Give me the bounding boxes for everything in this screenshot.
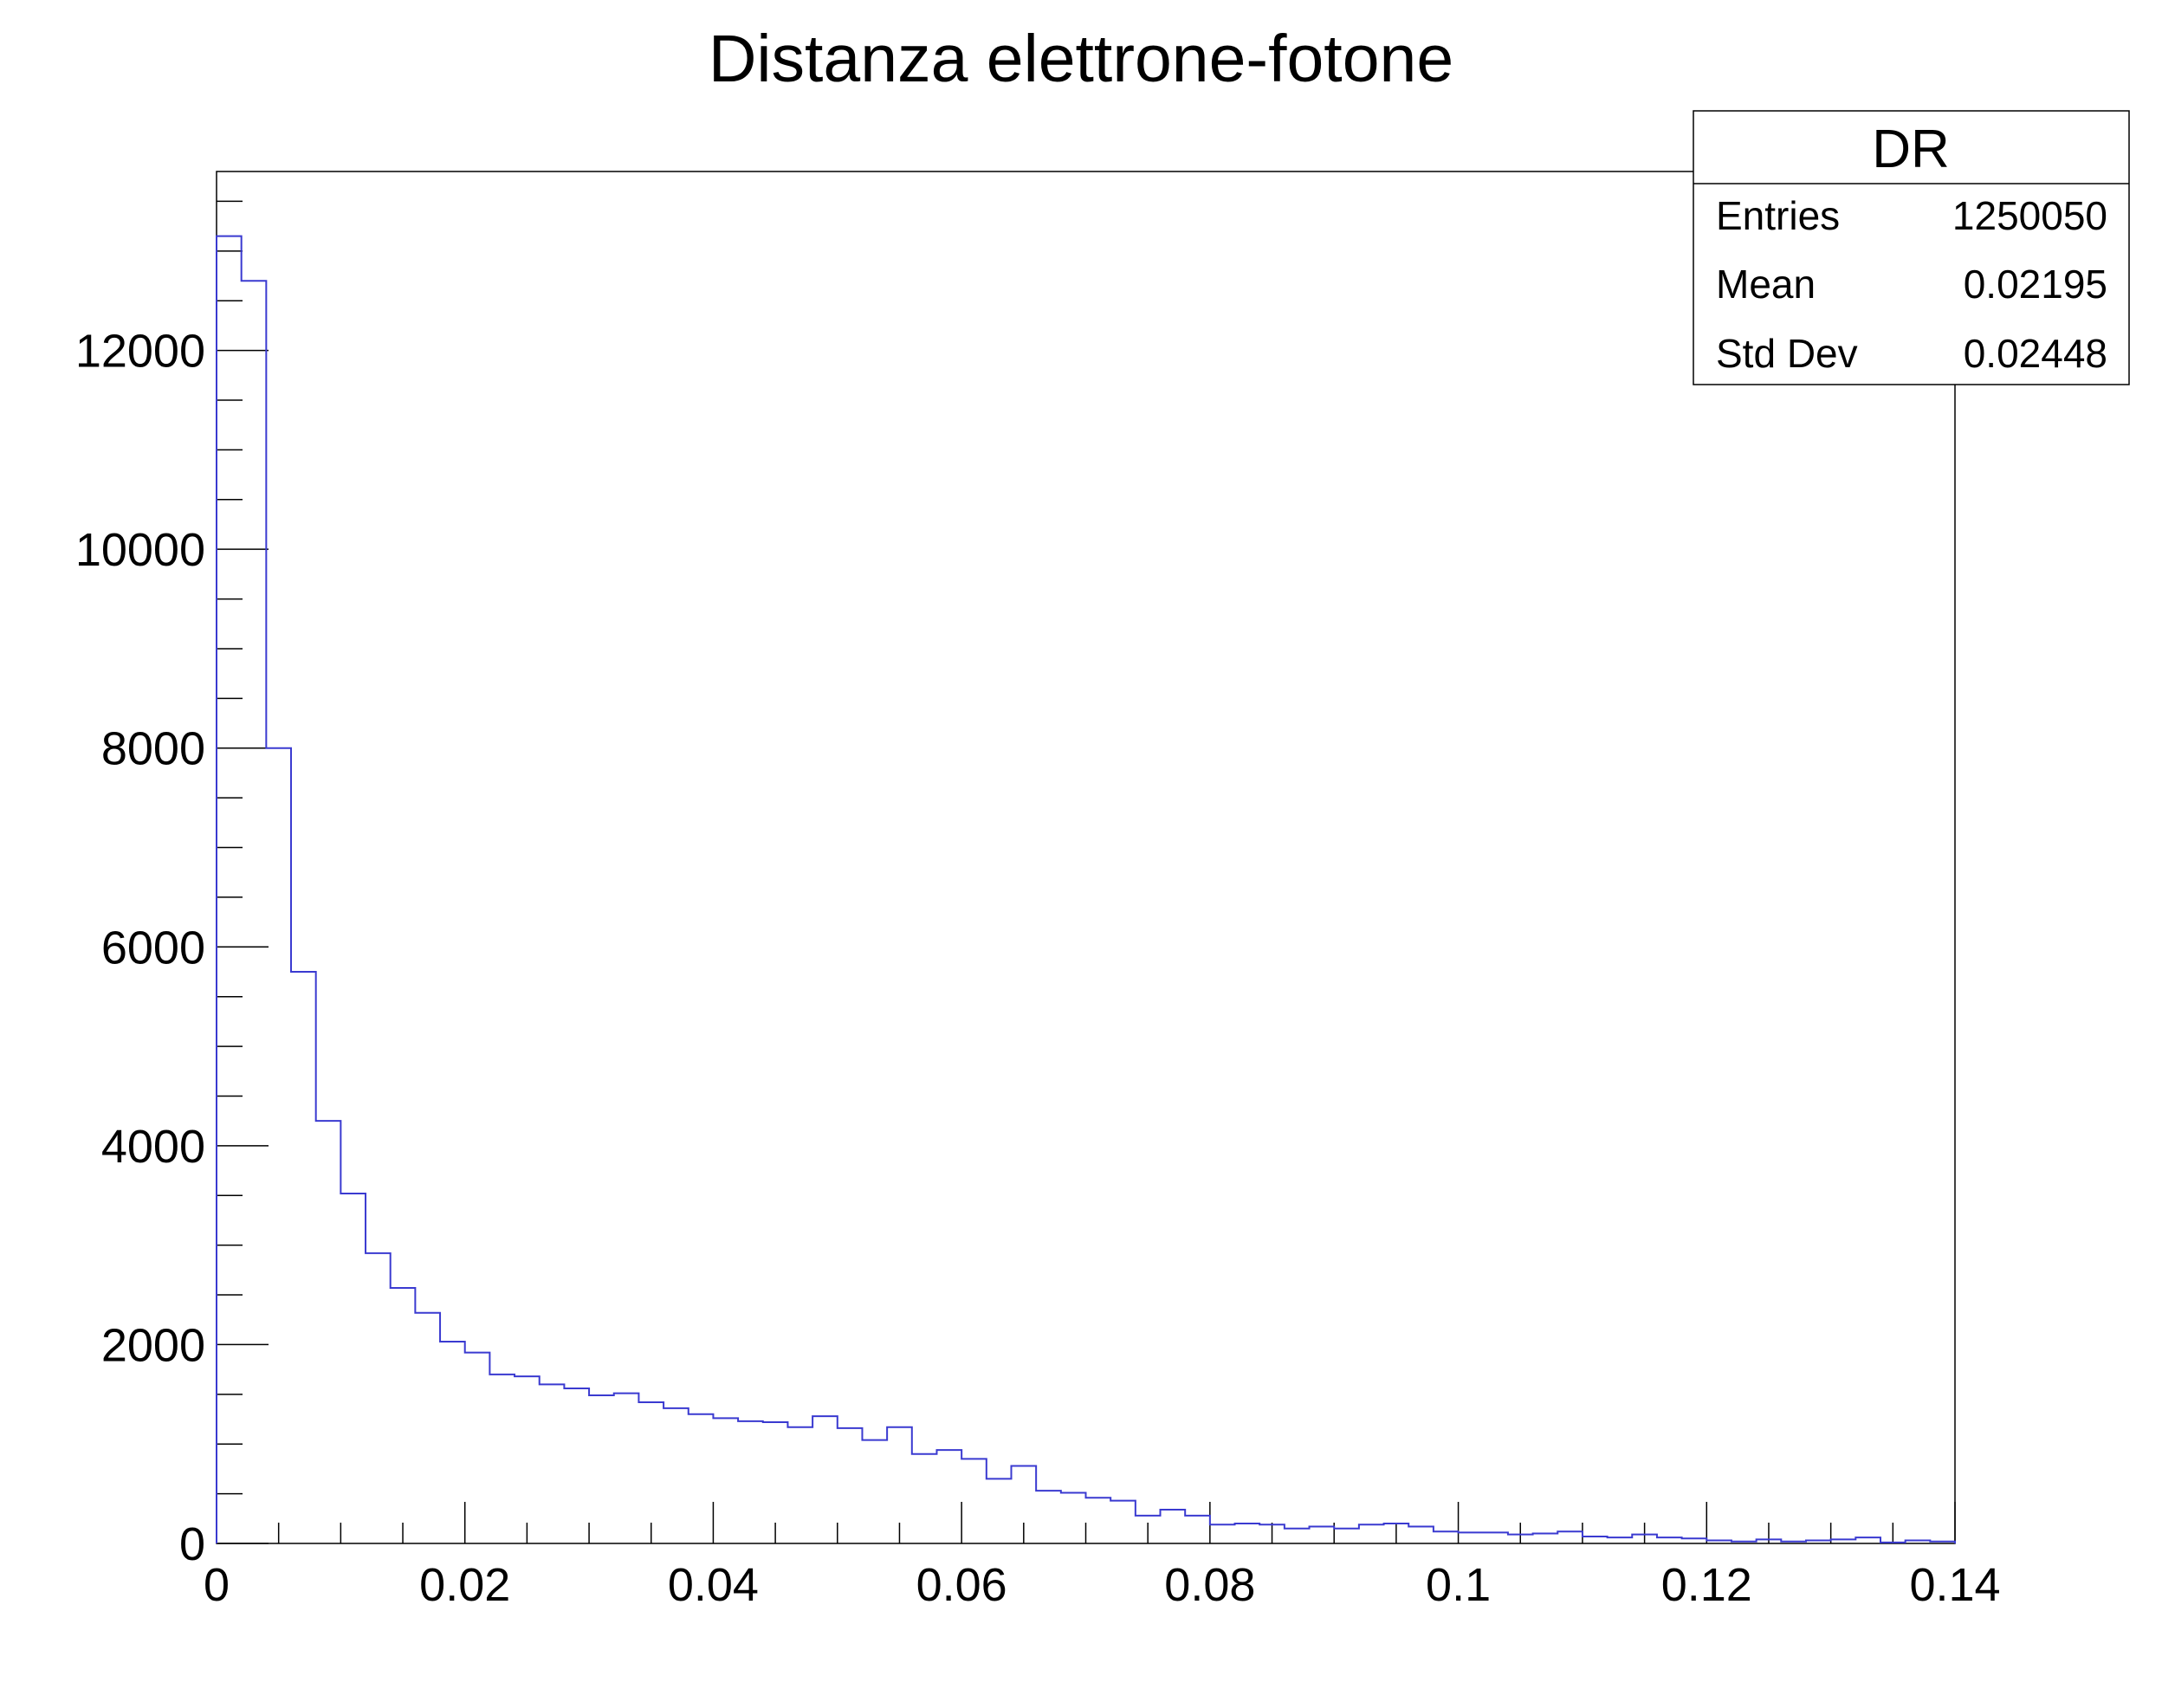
histogram-bin [1285, 1529, 1310, 1543]
histogram-outline [216, 235, 1956, 1543]
stats-entries-value: 1250050 [1952, 193, 2107, 238]
histogram-bin [291, 972, 316, 1543]
histogram-bin [713, 1418, 738, 1543]
histogram-bin [987, 1478, 1012, 1543]
x-tick-label: 0.12 [1661, 1559, 1752, 1611]
histogram-bin [217, 236, 242, 1543]
histogram-bin [614, 1394, 639, 1543]
y-tick-label: 0 [179, 1518, 205, 1570]
histogram-bin [763, 1422, 788, 1543]
histogram-bin [266, 748, 291, 1543]
histogram-bin [1608, 1537, 1633, 1543]
histogram-bin [1011, 1465, 1036, 1543]
y-axis: 0 2000 4000 6000 8000 10000 12000 [75, 200, 269, 1570]
histogram-bin [1334, 1529, 1359, 1543]
histogram-bin [1855, 1537, 1880, 1543]
histogram-bin [838, 1428, 863, 1543]
histogram-bin [1632, 1535, 1657, 1543]
histogram-bin [689, 1414, 714, 1543]
histogram-bin [415, 1313, 440, 1543]
x-tick-label: 0.02 [419, 1559, 510, 1611]
histogram-bin [1434, 1531, 1459, 1543]
x-axis: 0 0.02 0.04 0.06 0.08 0.1 0.12 0.14 [204, 1502, 2001, 1611]
x-tick-label: 0.04 [668, 1559, 759, 1611]
histogram-bin [316, 1121, 341, 1543]
histogram-bin [440, 1342, 465, 1543]
histogram-bin [1235, 1524, 1260, 1543]
histogram-bin [1384, 1524, 1409, 1543]
histogram-bin [1508, 1535, 1533, 1543]
histogram-bin [912, 1454, 937, 1543]
histogram-bin [663, 1408, 689, 1543]
histogram-bin [1086, 1498, 1111, 1543]
histogram-bin [1359, 1524, 1384, 1543]
histogram-bin [887, 1427, 912, 1543]
histogram-bin [540, 1384, 565, 1543]
y-tick-label: 10000 [75, 524, 205, 576]
stats-mean-value: 0.02195 [1964, 262, 2107, 307]
histogram-bin [936, 1450, 961, 1543]
histogram-bin [812, 1416, 838, 1543]
histogram-bin [489, 1375, 515, 1543]
x-tick-label: 0 [204, 1559, 230, 1611]
histogram-bin [1459, 1532, 1484, 1543]
histogram-bin [366, 1253, 391, 1543]
y-tick-label: 4000 [101, 1121, 205, 1173]
histogram-bin [465, 1353, 490, 1543]
y-tick-label: 2000 [101, 1319, 205, 1371]
stats-box: DR Entries 1250050 Mean 0.02195 Std Dev … [1693, 110, 2130, 385]
histogram-bin [1061, 1492, 1086, 1543]
chart-title: Distanza elettrone-fotone [709, 22, 1453, 96]
histogram-bin [515, 1376, 540, 1543]
y-tick-label: 8000 [101, 723, 205, 775]
histogram-bin [1310, 1526, 1335, 1543]
histogram-bin [961, 1459, 987, 1543]
histogram-bins [217, 236, 1955, 1543]
histogram-bin [1259, 1524, 1285, 1543]
stats-entries-label: Entries [1716, 193, 1840, 238]
histogram-bin [391, 1288, 416, 1543]
stats-title: DR [1872, 120, 1950, 179]
histogram-bin [340, 1194, 366, 1543]
x-tick-label: 0.08 [1164, 1559, 1255, 1611]
histogram-bin [242, 281, 267, 1543]
histogram-bin [1408, 1526, 1434, 1543]
stats-stddev-value: 0.02448 [1964, 331, 2107, 376]
histogram-bin [1036, 1491, 1061, 1543]
y-tick-label: 12000 [75, 326, 205, 378]
histogram-bin [564, 1388, 589, 1543]
stats-box-frame [1693, 110, 2130, 385]
histogram-bin [1657, 1537, 1682, 1543]
histogram-bin [1136, 1516, 1161, 1543]
histogram-bin [638, 1402, 663, 1543]
y-tick-label: 6000 [101, 922, 205, 974]
histogram-bin [862, 1440, 887, 1543]
histogram-bin [738, 1421, 763, 1543]
histogram-bin [1557, 1531, 1583, 1543]
histogram-bin [1185, 1516, 1210, 1543]
histogram-bin [589, 1395, 614, 1543]
x-tick-label: 0.14 [1909, 1559, 2000, 1611]
histogram-bin [1483, 1532, 1508, 1543]
stats-mean-label: Mean [1716, 262, 1816, 307]
stats-stddev-label: Std Dev [1716, 331, 1858, 376]
x-tick-label: 0.1 [1426, 1559, 1491, 1611]
histogram-bin [787, 1427, 812, 1543]
x-tick-label: 0.06 [916, 1559, 1007, 1611]
histogram-bin [1161, 1510, 1186, 1543]
histogram-bin [1110, 1501, 1136, 1543]
histogram-bin [1210, 1524, 1235, 1543]
histogram-bin [1583, 1537, 1608, 1543]
histogram-bin [1533, 1534, 1558, 1543]
